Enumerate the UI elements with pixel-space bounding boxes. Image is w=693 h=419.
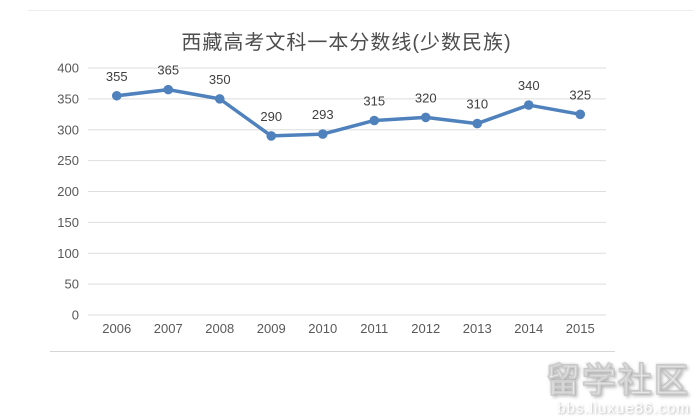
x-axis-tick-label: 2008 — [205, 321, 234, 336]
y-axis-tick-label: 0 — [72, 308, 79, 323]
data-point-marker — [472, 118, 483, 129]
x-axis-tick-label: 2010 — [308, 321, 337, 336]
x-axis-tick-label: 2015 — [566, 321, 595, 336]
data-point-marker — [317, 129, 328, 139]
x-axis-tick-label: 2009 — [257, 321, 286, 336]
data-point-marker — [214, 94, 225, 104]
series-line — [115, 87, 582, 138]
data-point-label: 340 — [518, 78, 540, 93]
y-axis-tick-label: 350 — [57, 91, 79, 106]
top-border-line — [28, 10, 693, 11]
x-axis-tick-label: 2011 — [360, 321, 388, 336]
data-point-marker — [523, 100, 534, 110]
data-point-marker — [575, 109, 586, 120]
x-axis-tick-label: 2013 — [463, 321, 492, 336]
x-axis-tick-label: 2014 — [514, 321, 543, 336]
data-point-label: 325 — [569, 87, 591, 102]
data-point-label: 315 — [363, 93, 385, 108]
y-axis-tick-label: 150 — [57, 215, 79, 230]
y-axis-tick-label: 300 — [57, 122, 79, 137]
chart-title: 西藏高考文科一本分数线(少数民族) — [181, 32, 512, 54]
y-axis-tick-label: 400 — [57, 61, 79, 76]
data-point-label: 320 — [415, 90, 437, 105]
data-point-label: 290 — [260, 109, 282, 124]
data-point-marker — [369, 115, 380, 126]
x-axis-tick-label: 2006 — [102, 321, 131, 336]
data-point-label: 365 — [157, 63, 179, 78]
data-point-marker — [111, 90, 122, 101]
chart-bottom-border-line — [50, 351, 615, 352]
data-point-label: 350 — [209, 72, 231, 87]
x-axis-tick-label: 2012 — [411, 321, 440, 336]
data-point-marker — [163, 84, 174, 95]
data-point-label: 293 — [312, 107, 334, 122]
y-axis-tick-label: 200 — [57, 184, 79, 199]
data-point-label: 355 — [106, 69, 128, 84]
y-axis-tick-label: 100 — [57, 246, 79, 261]
data-point-marker — [266, 131, 277, 141]
y-axis-tick-label: 250 — [57, 153, 79, 168]
y-axis-tick-label: 50 — [65, 277, 79, 292]
data-point-label: 310 — [466, 97, 488, 112]
data-point-marker — [420, 112, 431, 123]
x-axis-tick-label: 2007 — [154, 321, 183, 336]
